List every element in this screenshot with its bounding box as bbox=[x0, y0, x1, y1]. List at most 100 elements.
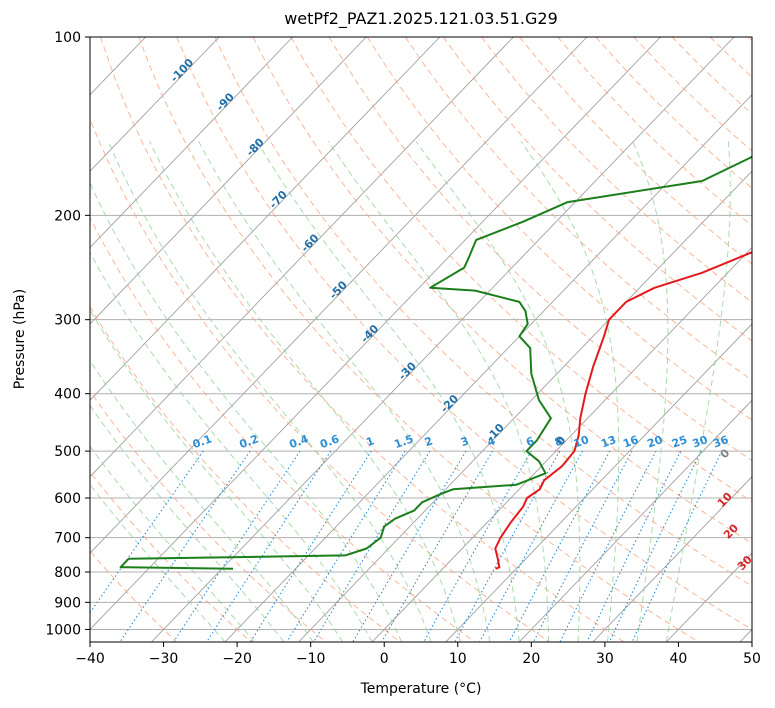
moist-adiabat-line bbox=[90, 251, 373, 642]
isotherm-line bbox=[90, 37, 514, 478]
dry-adiabat-line bbox=[671, 37, 752, 115]
moist-adiabat-line bbox=[520, 141, 620, 642]
y-axis-label: Pressure (hPa) bbox=[12, 289, 28, 389]
y-tick-label: 300 bbox=[54, 313, 81, 329]
dry-adiabat-line bbox=[90, 390, 327, 642]
mixing-ratio-label: 10 bbox=[572, 433, 591, 451]
mixing-ratio-label: 0.2 bbox=[238, 432, 261, 451]
mixing-ratio-line bbox=[286, 450, 406, 642]
y-tick-label: 200 bbox=[54, 208, 81, 224]
isotherm-line bbox=[371, 246, 752, 642]
y-tick-label: 600 bbox=[54, 491, 81, 507]
mixing-ratio-label: 1.5 bbox=[392, 432, 415, 451]
dry-adiabat-line bbox=[328, 37, 752, 462]
x-tick-label: 30 bbox=[596, 651, 614, 667]
moist-adiabat-line bbox=[256, 141, 520, 642]
mixing-ratio-label: 25 bbox=[670, 433, 689, 450]
isotherm-line bbox=[224, 94, 752, 642]
isotherm-label: -60 bbox=[298, 231, 321, 255]
mixing-ratio-line bbox=[119, 450, 251, 642]
dry-adiabat-line bbox=[90, 550, 177, 642]
background-grid bbox=[0, 37, 752, 642]
mixing-ratio-label: 3 bbox=[459, 434, 471, 449]
y-tick-label: 100 bbox=[54, 30, 81, 46]
x-tick-label: −30 bbox=[149, 651, 179, 667]
y-tick-label: 1000 bbox=[45, 622, 81, 638]
isotherm-line bbox=[90, 37, 294, 249]
dry-adiabat-line bbox=[100, 37, 625, 642]
dry-adiabat-line bbox=[90, 471, 252, 642]
x-tick-label: −40 bbox=[75, 651, 105, 667]
moist-adiabat-line bbox=[90, 309, 344, 642]
mixing-ratio-label: 16 bbox=[621, 433, 640, 451]
mixing-ratio-line bbox=[249, 450, 372, 642]
mixing-ratio-label: 2 bbox=[423, 434, 435, 449]
moist-adiabat-line bbox=[90, 483, 226, 642]
dry-adiabat-line bbox=[90, 305, 401, 642]
mixing-ratio-label: 20 bbox=[645, 433, 664, 451]
isotherm-label: -40 bbox=[358, 322, 381, 346]
isotherm-label: -100 bbox=[168, 56, 197, 85]
isotherm-label: -90 bbox=[214, 90, 237, 114]
x-axis: −40 −30 −20 −10 0 10 20 30 40 50 bbox=[75, 642, 761, 667]
mixing-ratio-line bbox=[423, 450, 532, 642]
dry-adiabat-line bbox=[90, 117, 550, 642]
isotherm-line bbox=[151, 37, 735, 642]
isotherm-line bbox=[739, 628, 752, 642]
moist-adiabat-line bbox=[327, 141, 550, 642]
isotherm-line bbox=[90, 37, 661, 631]
y-tick-label: 500 bbox=[54, 444, 81, 460]
isotherm-label: -30 bbox=[396, 359, 419, 383]
x-tick-label: −10 bbox=[296, 651, 326, 667]
x-tick-label: 10 bbox=[449, 651, 467, 667]
mixing-ratio-label: 0.1 bbox=[191, 432, 214, 451]
y-tick-label: 700 bbox=[54, 531, 81, 547]
dry-adiabat-line bbox=[214, 37, 752, 587]
dry-adiabat-line bbox=[633, 37, 752, 152]
isotherm-label: -70 bbox=[267, 188, 290, 212]
mixing-ratio-line bbox=[586, 450, 682, 642]
moist-adiabat-line bbox=[149, 141, 461, 642]
x-tick-label: 40 bbox=[670, 651, 688, 667]
x-axis-label: Temperature (°C) bbox=[360, 681, 482, 697]
line-labels: 0.1 0.2 0.4 0.6 1 1.5 2 3 4 6 8 10 13 16 20 25 30 36-100-… bbox=[168, 56, 775, 598]
plot-frame bbox=[89, 36, 753, 643]
mixing-ratio-line bbox=[90, 450, 204, 614]
dry-adiabat-label: 40 bbox=[755, 578, 775, 598]
isotherm-label: -80 bbox=[244, 135, 267, 159]
chart-title: wetPf2_PAZ1.2025.121.03.51.G29 bbox=[284, 9, 558, 29]
mixing-ratio-label: 0.6 bbox=[318, 432, 341, 451]
mixing-ratio-label: 30 bbox=[691, 433, 710, 451]
dry-adiabat-line bbox=[595, 37, 752, 189]
mixing-ratio-label: 4 bbox=[486, 434, 498, 449]
moist-adiabat-line bbox=[107, 141, 432, 642]
isotherm-line bbox=[592, 476, 752, 642]
isotherm-line bbox=[90, 37, 441, 401]
dry-adiabat-label: 0 bbox=[718, 446, 733, 461]
moist-adiabat-line bbox=[665, 141, 731, 642]
moist-adiabat-line bbox=[90, 404, 285, 642]
isotherm-label: -50 bbox=[327, 278, 350, 302]
dry-adiabat-line bbox=[90, 216, 476, 642]
isotherm-line bbox=[90, 37, 588, 554]
isotherm-line bbox=[518, 399, 752, 642]
isotherm-line bbox=[0, 37, 72, 642]
dry-adiabat-line bbox=[290, 37, 752, 503]
mixing-ratio-line bbox=[559, 450, 657, 642]
y-axis: 1000 900 800 700 600 500 400 300 200 100 bbox=[45, 30, 90, 638]
mixing-ratio-line bbox=[479, 450, 583, 642]
x-tick-label: −20 bbox=[222, 651, 252, 667]
y-tick-label: 800 bbox=[54, 565, 81, 581]
mixing-ratio-line bbox=[608, 450, 702, 642]
mixing-ratio-line bbox=[454, 450, 561, 642]
series-layer bbox=[119, 155, 752, 570]
mixing-ratio-line bbox=[508, 450, 611, 642]
dewpoint-profile-line bbox=[119, 155, 752, 570]
mixing-ratio-line bbox=[631, 450, 723, 642]
isotherm-label: -20 bbox=[438, 392, 461, 416]
isotherm-line bbox=[90, 37, 220, 172]
dry-adiabat-line bbox=[481, 37, 752, 303]
mixing-ratio-label: 13 bbox=[599, 433, 618, 450]
x-tick-label: 50 bbox=[743, 651, 761, 667]
